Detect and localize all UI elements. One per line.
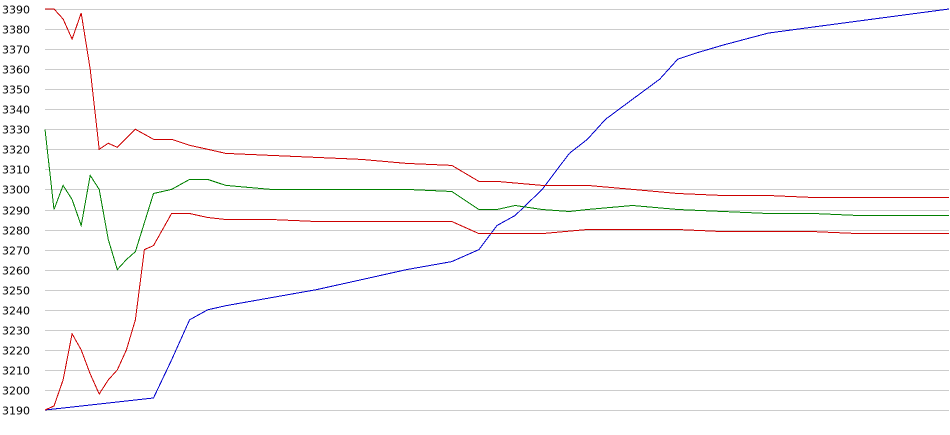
y-tick-label: 3290 bbox=[2, 205, 30, 218]
series-lines bbox=[44, 8, 950, 411]
y-tick-label: 3360 bbox=[2, 64, 30, 77]
series-line-2 bbox=[45, 8, 949, 198]
y-tick-label: 3220 bbox=[2, 345, 30, 358]
y-axis-tick-labels: 3390 3380 3370 3360 3350 3340 3330 3320 3310 3300… bbox=[2, 4, 30, 418]
series-line-3 bbox=[44, 129, 949, 271]
y-tick-label: 3330 bbox=[2, 124, 30, 137]
grid-lines bbox=[45, 9, 949, 411]
y-tick-label: 3310 bbox=[2, 164, 30, 177]
y-tick-label: 3210 bbox=[2, 365, 30, 378]
y-tick-label: 3230 bbox=[2, 325, 30, 338]
y-tick-label: 3270 bbox=[2, 245, 30, 258]
y-tick-label: 3380 bbox=[2, 24, 30, 37]
y-tick-label: 3240 bbox=[2, 305, 30, 318]
series-line-1 bbox=[44, 8, 950, 411]
y-tick-label: 3200 bbox=[2, 385, 30, 398]
series-line-4 bbox=[44, 213, 949, 411]
y-tick-label: 3280 bbox=[2, 225, 30, 238]
y-tick-label: 3320 bbox=[2, 144, 30, 157]
y-tick-label: 3390 bbox=[2, 4, 30, 17]
y-tick-label: 3340 bbox=[2, 104, 30, 117]
y-tick-label: 3260 bbox=[2, 265, 30, 278]
y-tick-label: 3350 bbox=[2, 84, 30, 97]
y-tick-label: 3190 bbox=[2, 405, 30, 418]
y-tick-label: 3370 bbox=[2, 44, 30, 57]
y-tick-label: 3300 bbox=[2, 184, 30, 197]
y-tick-label: 3250 bbox=[2, 285, 30, 298]
